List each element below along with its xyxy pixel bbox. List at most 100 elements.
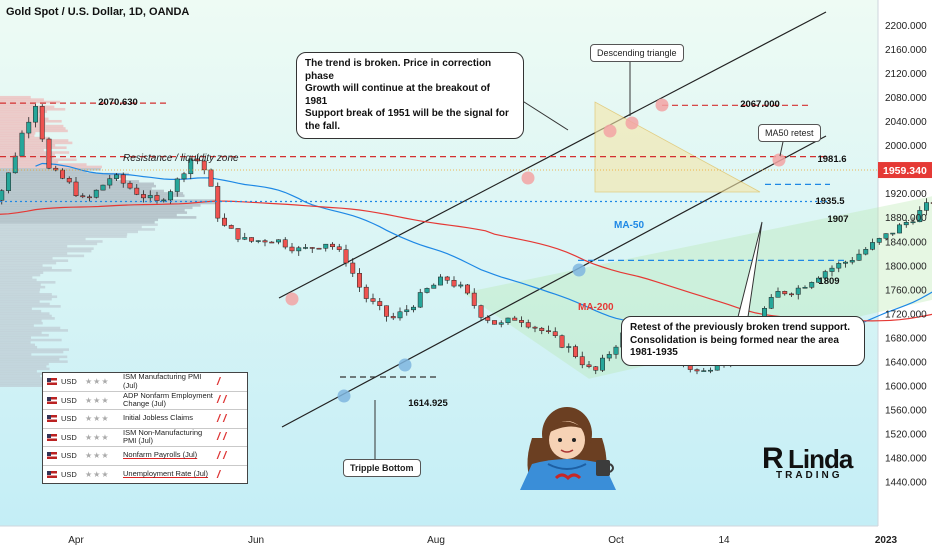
volume-profile-bar bbox=[0, 276, 32, 279]
volume-profile-bar bbox=[0, 279, 37, 282]
price-tick-label: 2000.000 bbox=[885, 141, 927, 152]
candle-body bbox=[6, 173, 10, 191]
us-flag-icon bbox=[47, 415, 57, 422]
us-flag-icon bbox=[47, 434, 57, 441]
volume-profile-bar bbox=[0, 281, 55, 284]
candle-body bbox=[20, 133, 24, 156]
candle-body bbox=[249, 237, 253, 241]
candle-body bbox=[121, 175, 125, 183]
volume-profile-bar bbox=[0, 358, 59, 361]
candle-body bbox=[830, 268, 834, 271]
volume-profile-bar bbox=[0, 219, 158, 222]
candle-body bbox=[276, 240, 280, 242]
volume-profile-bar bbox=[0, 233, 127, 236]
callout-retest-line-1: Retest of the previously broken trend su… bbox=[630, 322, 856, 335]
candle-body bbox=[344, 250, 348, 263]
econ-event: ADP Nonfarm Employment Change (Jul) bbox=[123, 391, 213, 409]
econ-row: USD★★★ISM Non-Manufacturing PMI (Jul)/ / bbox=[43, 429, 247, 448]
candle-body bbox=[391, 316, 395, 318]
volume-profile-bar bbox=[0, 247, 94, 250]
candle-body bbox=[783, 291, 787, 294]
candle-body bbox=[702, 371, 706, 372]
econ-row: USD★★★ADP Nonfarm Employment Change (Jul… bbox=[43, 392, 247, 411]
volume-profile-bar bbox=[0, 334, 49, 337]
volume-profile-bar bbox=[0, 178, 117, 181]
candle-body bbox=[695, 370, 699, 371]
volume-profile-bar bbox=[0, 271, 43, 274]
volume-profile-bar bbox=[0, 303, 50, 306]
us-flag-icon bbox=[47, 452, 57, 459]
econ-event: ISM Non-Manufacturing PMI (Jul) bbox=[123, 428, 202, 446]
volume-profile-bar bbox=[0, 197, 173, 200]
candle-body bbox=[418, 292, 422, 307]
econ-row: USD★★★ISM Manufacturing PMI (Jul)/ bbox=[43, 373, 247, 392]
candle-body bbox=[94, 190, 98, 197]
candle-body bbox=[600, 358, 604, 370]
price-tick-label: 1440.000 bbox=[885, 478, 927, 489]
price-tick-label: 2120.000 bbox=[885, 69, 927, 80]
candle-body bbox=[243, 237, 247, 239]
candle-body bbox=[317, 248, 321, 249]
volume-profile-bar bbox=[0, 130, 68, 133]
touch-point-marker bbox=[338, 390, 351, 403]
callout-retest: Retest of the previously broken trend su… bbox=[621, 316, 865, 366]
candle-body bbox=[398, 312, 402, 318]
volume-profile-bar bbox=[0, 351, 63, 354]
econ-currency: USD bbox=[61, 377, 85, 386]
volume-profile-bar bbox=[0, 139, 68, 142]
volume-profile-bar bbox=[0, 142, 72, 145]
volume-profile-bar bbox=[0, 98, 44, 101]
candle-body bbox=[789, 294, 793, 295]
candle-body bbox=[897, 225, 901, 233]
price-tick-label: 2080.000 bbox=[885, 93, 927, 104]
volume-profile-bar bbox=[0, 344, 35, 347]
importance-stars-icon: ★★★ bbox=[85, 470, 123, 479]
volume-profile-bar bbox=[0, 360, 68, 363]
time-tick-label: Apr bbox=[68, 535, 84, 546]
candle-body bbox=[486, 317, 490, 320]
candle-body bbox=[209, 170, 213, 186]
time-tick-label: 14 bbox=[718, 535, 730, 546]
volume-profile-bar bbox=[0, 372, 48, 375]
us-flag-icon bbox=[47, 397, 57, 404]
candle-body bbox=[270, 242, 274, 243]
candle-body bbox=[877, 238, 881, 242]
candle-body bbox=[47, 139, 51, 168]
econ-currency: USD bbox=[61, 433, 85, 442]
volume-profile-bar bbox=[0, 298, 52, 301]
candle-body bbox=[155, 195, 159, 200]
volume-profile-bar bbox=[0, 267, 52, 270]
candle-body bbox=[411, 307, 415, 310]
volume-profile-bar bbox=[0, 336, 31, 339]
level-2067-label: 2067.000 bbox=[740, 99, 780, 110]
volume-profile-bar bbox=[0, 192, 183, 195]
callout-trend-line-3: Support break of 1951 will be the signal… bbox=[305, 108, 515, 133]
volume-profile-bar bbox=[0, 288, 40, 291]
candle-body bbox=[263, 241, 267, 242]
econ-currency: USD bbox=[61, 414, 85, 423]
candle-body bbox=[324, 244, 328, 248]
price-tick-label: 2160.000 bbox=[885, 45, 927, 56]
tag-ma50-retest: MA50 retest bbox=[758, 124, 821, 142]
volume-profile-bar bbox=[0, 384, 46, 387]
candle-body bbox=[607, 354, 611, 358]
tag-descending-triangle: Descending triangle bbox=[590, 44, 684, 62]
candle-body bbox=[492, 320, 496, 324]
candle-body bbox=[135, 188, 139, 194]
candle-body bbox=[560, 336, 564, 348]
candle-body bbox=[587, 365, 591, 367]
price-tick-label: 1680.000 bbox=[885, 333, 927, 344]
volume-profile-bar bbox=[0, 108, 65, 111]
candle-body bbox=[236, 228, 240, 239]
econ-currency: USD bbox=[61, 470, 85, 479]
volume-profile-bar bbox=[0, 274, 40, 277]
volume-profile-bar bbox=[0, 332, 42, 335]
volume-profile-bar bbox=[0, 190, 164, 193]
volume-profile-bar bbox=[0, 151, 69, 154]
candle-body bbox=[843, 262, 847, 263]
candle-body bbox=[168, 192, 172, 200]
volume-profile-bar bbox=[0, 262, 56, 265]
volume-profile-bar bbox=[0, 146, 67, 149]
volume-profile-bar bbox=[0, 240, 103, 243]
